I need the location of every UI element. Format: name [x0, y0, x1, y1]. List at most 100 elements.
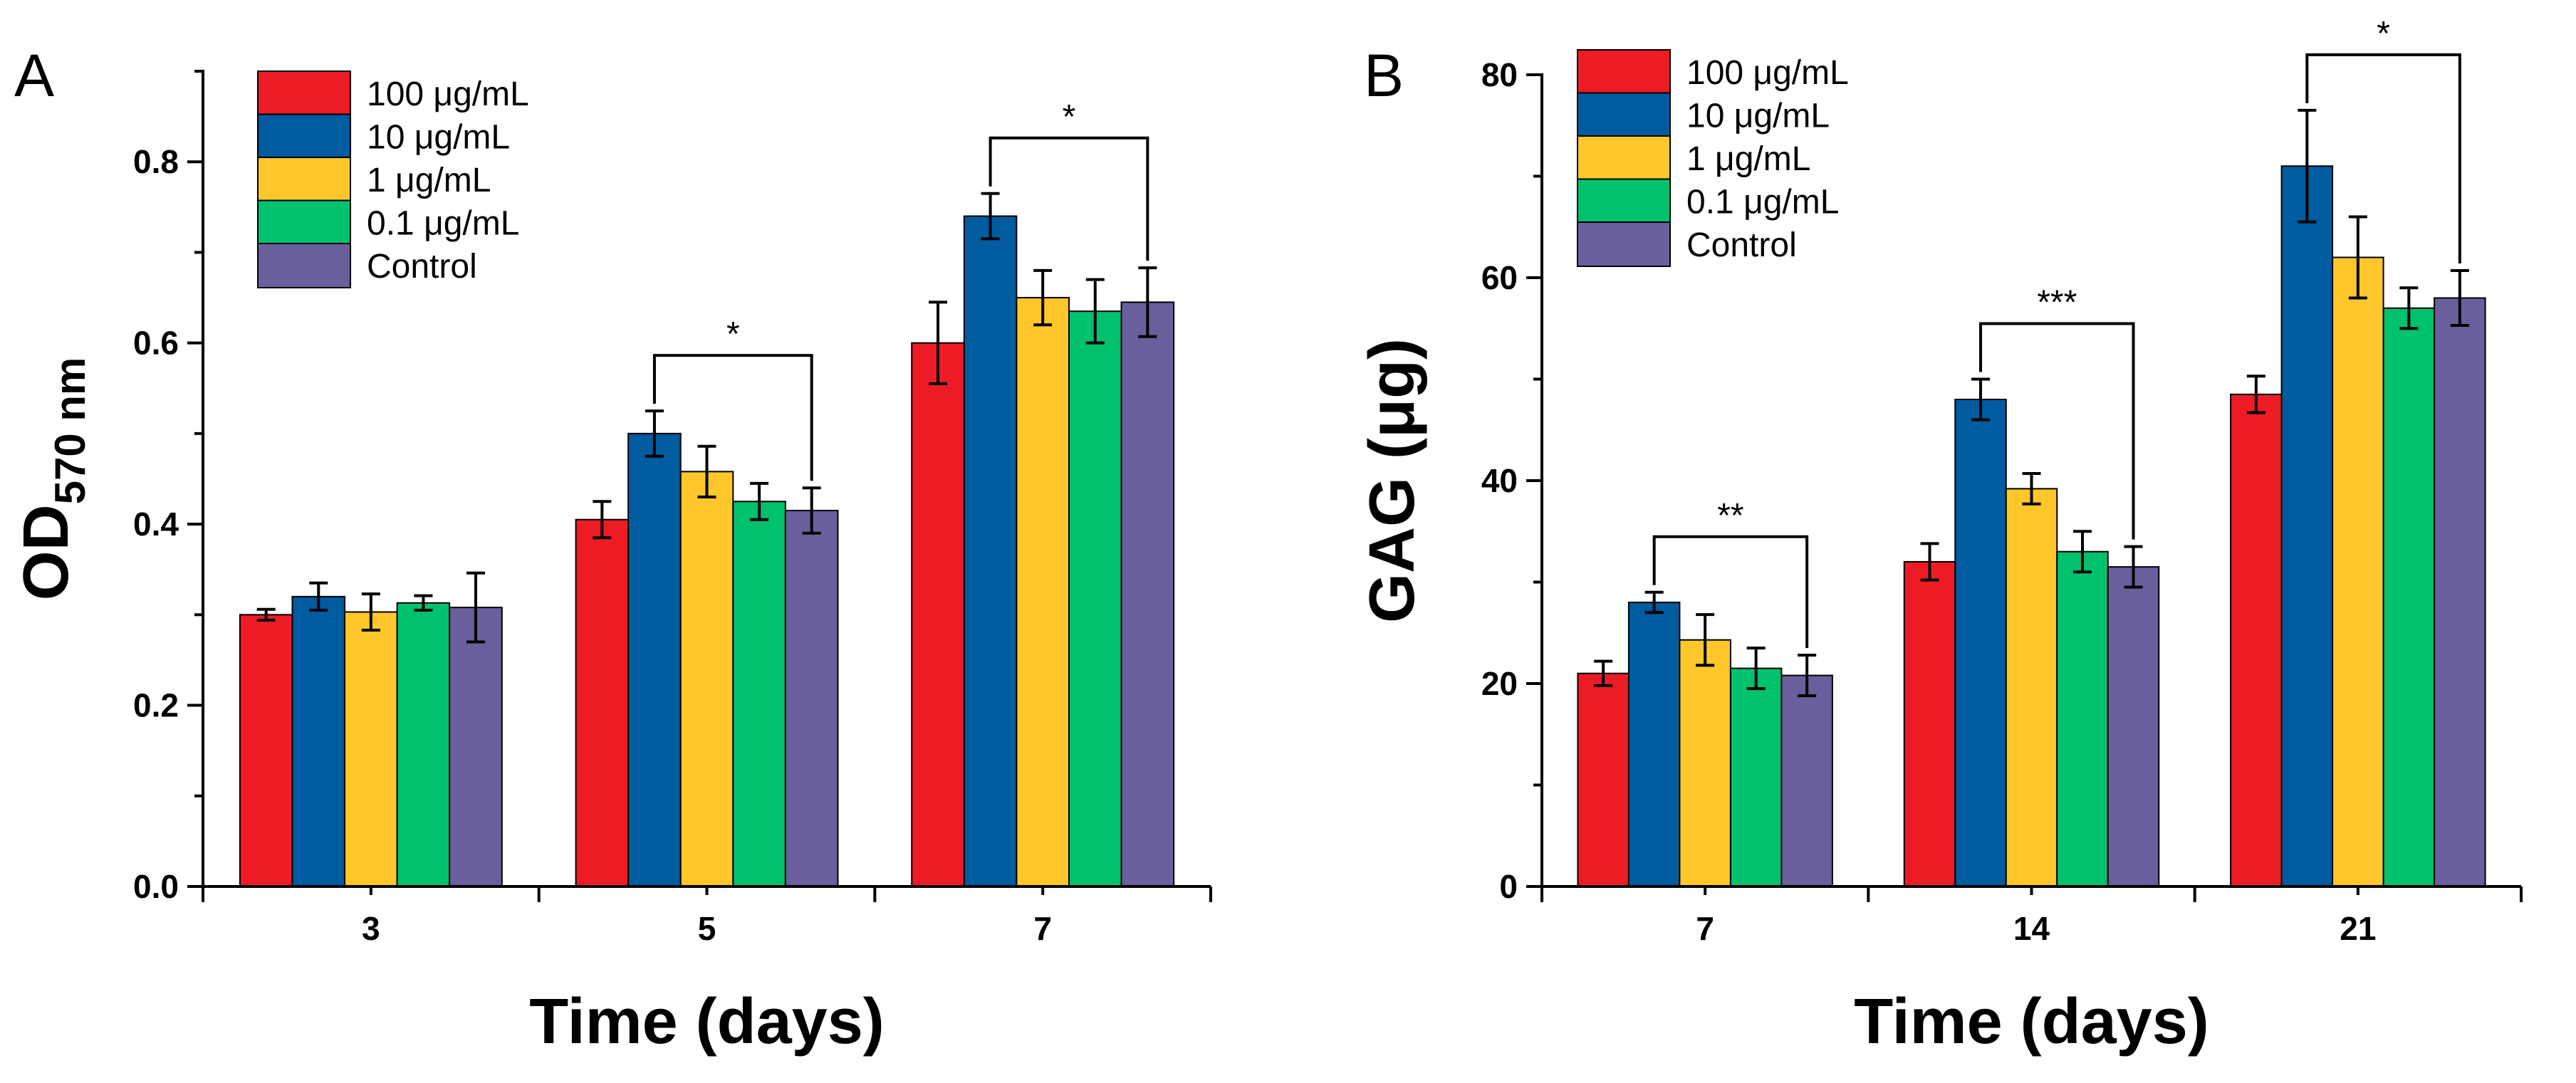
error-bar	[1746, 647, 1766, 691]
error-bar	[1696, 613, 1715, 667]
legend-label: 10 μg/mL	[367, 119, 510, 157]
error-bar	[256, 607, 276, 622]
x-tick-label: 5	[698, 910, 716, 947]
error-bar	[466, 571, 485, 644]
error-bar	[2450, 269, 2469, 327]
y-axis-label-main: OD	[11, 504, 82, 600]
panel-label: A	[14, 42, 54, 109]
legend-label: Control	[1686, 226, 1797, 264]
legend-swatch	[1577, 135, 1671, 181]
bar	[2230, 393, 2283, 887]
y-tick-label: 0.4	[133, 506, 179, 543]
bar	[679, 471, 734, 887]
error-bar	[2124, 545, 2143, 589]
x-axis-label: Time (days)	[1854, 986, 2209, 1057]
bar	[1120, 301, 1175, 887]
significance-label: *	[1063, 98, 1076, 136]
bar	[239, 614, 293, 887]
legend-label: 100 μg/mL	[1686, 54, 1849, 92]
bar	[396, 602, 451, 887]
bar	[1577, 672, 1629, 887]
error-bar	[1085, 278, 1105, 345]
y-axis-label-subscript: 570 nm	[46, 357, 94, 505]
error-bar	[2348, 215, 2367, 300]
legend-label: 0.1 μg/mL	[367, 205, 519, 243]
error-bar	[1138, 266, 1157, 338]
bar	[1729, 667, 1783, 887]
y-tick-label: 0.6	[133, 325, 179, 362]
legend-label: 0.1 μg/mL	[1686, 184, 1839, 221]
error-bar	[1594, 659, 1613, 687]
error-bar	[414, 594, 433, 612]
bar	[1679, 639, 1731, 887]
significance-bracket: *	[2305, 15, 2461, 264]
bar	[784, 510, 839, 887]
error-bar	[309, 581, 328, 612]
error-bar	[1971, 377, 1990, 422]
bar	[449, 607, 503, 888]
error-bar	[2022, 472, 2041, 506]
y-tick-label: 20	[1481, 665, 1518, 702]
bar	[732, 501, 786, 887]
legend: 100 μg/mL 10 μg/mL 1 μg/mL 0.1 μg/mL Control	[1577, 49, 1849, 267]
error-bar	[2399, 286, 2419, 330]
significance-label: **	[1717, 497, 1743, 535]
x-axis-label: Time (days)	[529, 986, 885, 1057]
bar	[627, 432, 682, 887]
error-bar	[802, 486, 821, 535]
y-tick-label: 0.0	[133, 868, 179, 905]
chart-panel-a: A 0.0 0.2 0.4 0.6 0.8 3 5 7 Time (days) OD570 nm 10…	[11, 42, 1212, 1057]
significance-bracket: *	[989, 98, 1149, 261]
bar	[575, 518, 630, 887]
bar	[963, 215, 1018, 887]
y-axis-label: GAG (μg)	[1357, 338, 1428, 623]
error-bar	[2246, 375, 2265, 414]
legend-swatch	[1577, 92, 1671, 138]
y-tick-label: 0	[1499, 868, 1518, 905]
legend-swatch	[1577, 49, 1671, 95]
error-bar	[361, 592, 380, 632]
bar	[1627, 602, 1681, 887]
bar	[1903, 561, 1956, 887]
error-bar	[593, 500, 612, 540]
bar	[2107, 566, 2160, 887]
bar	[2056, 550, 2109, 887]
error-bar	[1920, 542, 1939, 582]
bar	[1016, 297, 1070, 887]
legend-swatch	[1577, 221, 1671, 267]
x-tick-label: 7	[1696, 910, 1714, 947]
bar	[2382, 307, 2436, 887]
bar	[2332, 256, 2384, 887]
y-tick-label: 80	[1481, 56, 1518, 93]
legend-label: 100 μg/mL	[367, 75, 529, 113]
y-axis-label-main: GAG (μg)	[1357, 338, 1428, 623]
error-bar	[697, 444, 716, 498]
chart-panel-b: B 0 20 40 60 80 7 14 21 Time (days) GAG (μg) 100 μg…	[1357, 15, 2523, 1057]
legend-swatch	[257, 243, 351, 288]
bar	[1780, 674, 1833, 887]
legend: 100 μg/mL 10 μg/mL 1 μg/mL 0.1 μg/mL Control	[257, 70, 529, 288]
legend-swatch	[257, 113, 351, 159]
x-tick-label: 7	[1033, 910, 1052, 947]
error-bar	[929, 300, 948, 385]
y-axis-label: OD570 nm	[11, 357, 94, 601]
bar	[291, 595, 346, 888]
bar	[344, 611, 398, 887]
legend-swatch	[257, 157, 351, 202]
significance-label: *	[2377, 15, 2390, 53]
x-tick-label: 21	[2340, 910, 2376, 947]
y-tick-label: 40	[1481, 462, 1518, 499]
bar	[1954, 399, 2007, 887]
y-tick-label: 0.2	[133, 687, 179, 724]
panel-label: B	[1364, 42, 1404, 109]
legend-label: 1 μg/mL	[367, 162, 491, 199]
legend-label: 10 μg/mL	[1686, 98, 1830, 135]
legend-swatch	[257, 199, 351, 246]
y-tick-label: 0.8	[133, 143, 179, 180]
significance-label: ***	[2037, 284, 2077, 322]
bar	[911, 342, 965, 887]
bar	[2434, 297, 2486, 887]
legend-swatch	[257, 70, 351, 116]
y-tick-label: 60	[1481, 259, 1518, 296]
